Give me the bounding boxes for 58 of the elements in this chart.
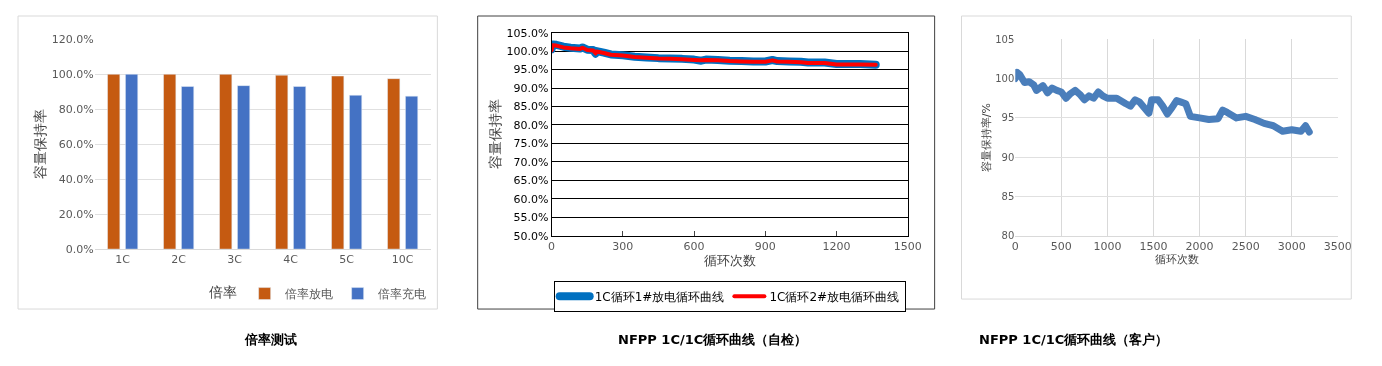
legend-label: 倍率充电 — [377, 287, 426, 302]
y-tick-label: 90.0% — [513, 81, 549, 95]
y-tick-label: 60.0% — [513, 192, 549, 206]
y-tick-label: 0.0% — [65, 242, 94, 256]
x-tick-label: 3C — [227, 253, 243, 267]
legend-label: 1C循环1#放电循环曲线 — [594, 289, 725, 304]
x-tick-label: 1C — [115, 253, 131, 267]
legend-label: 倍率放电 — [284, 287, 333, 302]
y-tick-label: 65.0% — [513, 174, 549, 188]
x-tick-label: 900 — [754, 239, 776, 253]
x-tick-label: 600 — [683, 239, 705, 253]
y-tick-label: 80 — [1001, 230, 1015, 242]
y-tick-label: 95 — [1001, 112, 1015, 124]
y-tick-label: 100 — [995, 73, 1015, 85]
y-tick-label: 75.0% — [513, 137, 549, 151]
y-tick-label: 80.0% — [513, 118, 549, 132]
y-tick-label: 90 — [1001, 151, 1015, 163]
x-tick-label: 1500 — [1139, 239, 1168, 253]
y-tick-label: 60.0% — [58, 138, 94, 152]
x-tick-label: 4C — [283, 253, 299, 267]
y-tick-label: 70.0% — [513, 155, 549, 169]
y-tick-label: 55.0% — [513, 211, 549, 225]
x-tick-label: 0 — [1011, 239, 1019, 253]
text: 倍率测试 — [244, 332, 297, 347]
y-tick-label: 95.0% — [513, 63, 549, 77]
y-tick-label: 85.0% — [513, 100, 549, 114]
y-tick-label: 100.0% — [506, 44, 549, 58]
x-tick-label: 2000 — [1185, 239, 1214, 253]
x-tick-label: 1500 — [893, 239, 922, 253]
x-axis-title: 循环次数 — [1154, 252, 1199, 266]
y-tick-label: 120.0% — [51, 33, 94, 47]
x-axis-title: 循环次数 — [703, 252, 756, 268]
y-axis-title: 容量保持率 — [32, 109, 49, 180]
x-tick-label: 3500 — [1323, 239, 1352, 253]
x-tick-label: 3000 — [1277, 239, 1306, 253]
x-tick-label: 1200 — [822, 239, 851, 253]
y-tick-label: 100.0% — [51, 68, 94, 82]
y-tick-label: 20.0% — [58, 207, 94, 221]
y-axis-title: 容量保持率 — [487, 99, 504, 170]
y-tick-label: 80.0% — [58, 103, 94, 117]
y-tick-label: 40.0% — [58, 173, 94, 187]
text: NFPP 1C/1C循环曲线（自检） — [618, 332, 808, 347]
x-tick-label: 2C — [171, 253, 187, 267]
x-tick-label: 0 — [548, 239, 556, 253]
y-tick-label: 85 — [1001, 190, 1015, 202]
x-tick-label: 1000 — [1093, 239, 1122, 253]
x-tick-label: 5C — [339, 253, 355, 267]
x-tick-label: 300 — [612, 239, 634, 253]
x-tick-label: 500 — [1050, 239, 1072, 253]
x-tick-label: 2500 — [1231, 239, 1260, 253]
y-tick-label: 105.0% — [506, 26, 549, 40]
y-tick-label: 105 — [995, 33, 1015, 45]
legend-label: 1C循环2#放电循环曲线 — [769, 289, 900, 304]
legend-title: 倍率 — [208, 284, 237, 301]
y-tick-label: 50.0% — [513, 229, 549, 243]
x-tick-label: 10C — [391, 253, 414, 267]
y-axis-title: 容量保持率/% — [979, 102, 993, 173]
text: NFPP 1C/1C循环曲线（客户） — [979, 332, 1169, 347]
